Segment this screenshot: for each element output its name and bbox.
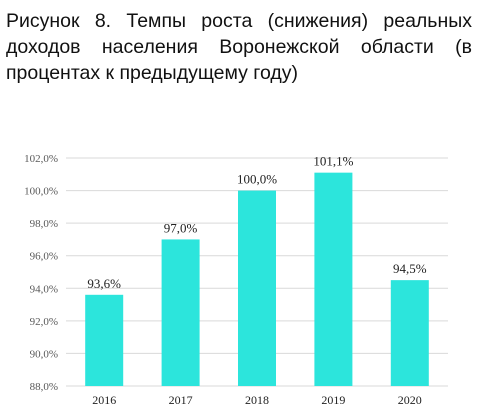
- bar-2018: [238, 190, 276, 386]
- bar-2017: [161, 239, 200, 386]
- x-tick-label: 2019: [321, 393, 345, 407]
- x-tick-label: 2017: [169, 393, 193, 407]
- data-label-2016: 93,6%: [87, 276, 121, 291]
- y-tick-label: 98,0%: [30, 218, 58, 230]
- bars: [85, 172, 429, 386]
- x-tick-label: 2018: [245, 393, 269, 407]
- y-tick-label: 94,0%: [30, 283, 58, 295]
- figure-caption: Рисунок 8. Темпы роста (снижения) реальн…: [6, 10, 472, 84]
- bar-2016: [85, 294, 124, 386]
- x-tick-label: 2020: [398, 393, 422, 407]
- data-label-2018: 100,0%: [237, 172, 277, 187]
- x-tick-label: 2016: [92, 393, 116, 407]
- y-tick-label: 100,0%: [24, 186, 58, 198]
- bar-2020: [390, 280, 429, 386]
- y-axis-ticks: 88,0% 90,0% 92,0% 94,0% 96,0% 98,0% 100,0% 102,…: [24, 153, 58, 393]
- y-tick-label: 92,0%: [30, 316, 58, 328]
- bar-2019: [314, 172, 353, 386]
- data-labels: 93,6% 97,0% 100,0% 101,1% 94,5%: [87, 154, 426, 291]
- y-tick-label: 88,0%: [30, 381, 58, 393]
- y-tick-label: 102,0%: [24, 153, 58, 165]
- x-axis-ticks: 2016 2017 2018 2019 2020: [92, 393, 422, 407]
- y-tick-label: 96,0%: [30, 251, 58, 263]
- data-label-2019: 101,1%: [313, 154, 353, 169]
- data-label-2020: 94,5%: [393, 261, 427, 276]
- data-label-2017: 97,0%: [164, 220, 198, 235]
- y-tick-label: 90,0%: [30, 348, 58, 360]
